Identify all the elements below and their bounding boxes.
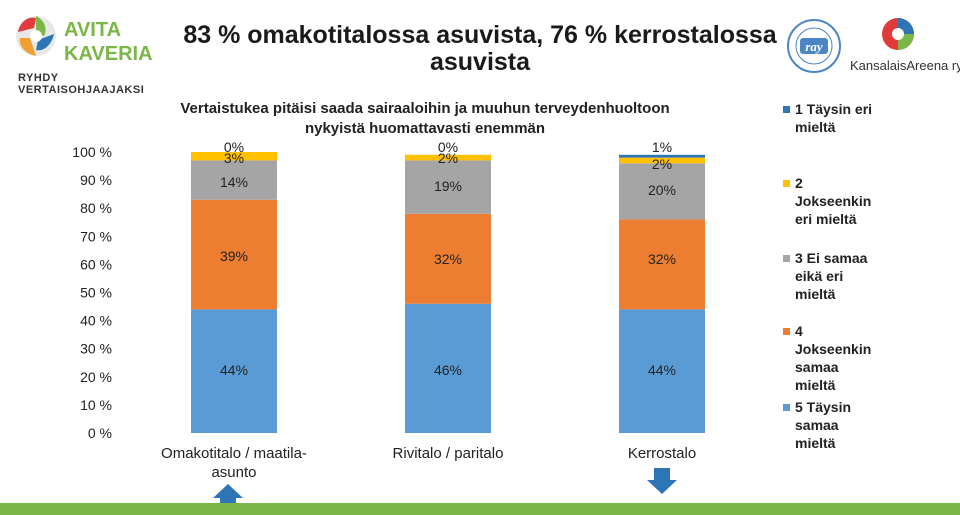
svg-text:AVITA: AVITA [64,19,121,41]
data-label: 2% [438,150,458,166]
bar-segment [405,213,491,304]
legend-swatch [783,404,790,411]
data-label: 0% [438,139,458,155]
data-label: 3% [224,150,244,166]
legend-swatch [783,180,790,187]
data-label: 44% [648,362,676,378]
kansalaisareena-text: KansalaisAreena ry [850,58,960,73]
x-category-label: Kerrostalo [628,445,696,462]
legend-label: mieltä [795,119,836,135]
y-tick-label: 40 % [80,313,112,329]
kansalaisareena-emblem-icon [882,18,914,50]
svg-text:KAVERIA: KAVERIA [64,43,153,65]
avita-kaveria-emblem-icon: AVITA KAVERIA [16,16,153,65]
bar-segment [191,152,277,161]
chart-title-line-2: nykyistä huomattavasti enemmän [305,120,545,137]
legend-label: Jokseenkin [795,341,871,357]
avita-kaveria-logo: AVITA KAVERIA RYHDY VERTAISOHJAAJAKSI [14,10,164,96]
legend-label: 3 Ei samaa [795,250,868,266]
legend-label: samaa [795,359,839,375]
legend-label: 2 [795,175,803,191]
x-category-label: Rivitalo / paritalo [393,445,504,462]
data-labels-group: 44%39%14%3%0%46%32%19%2%0%44%32%20%2%1% [220,139,676,378]
footer-band [0,503,960,515]
bar-segment [191,160,277,200]
ray-logo: ray [786,18,842,74]
legend-swatch [783,328,790,335]
legend: 1 Täysin eri mieltä 2 Jokseenkin eri mieltä 3… [783,101,872,451]
down-arrow-icon [647,468,677,494]
bar-segment [619,219,705,310]
x-category-label: asunto [211,464,256,481]
data-label: 20% [648,182,676,198]
data-label: 46% [434,362,462,378]
y-tick-label: 50 % [80,285,112,301]
legend-label: mieltä [795,435,836,451]
bar-segment [405,154,491,161]
data-label: 32% [434,251,462,267]
data-label: 44% [220,362,248,378]
chart-title-line-1: Vertaistukea pitäisi saada sairaaloihin … [180,100,669,117]
data-label: 39% [220,248,248,264]
legend-swatch [783,106,790,113]
y-axis: 0 % 10 % 20 % 30 % 40 % 50 % 60 % 70 % 80 % 90 % 1… [72,144,112,441]
bars-group [191,152,705,433]
bar-segment [405,303,491,433]
data-label: 1% [652,139,672,155]
data-label: 14% [220,174,248,190]
legend-label: 1 Täysin eri [795,101,872,117]
legend-label: 5 Täysin [795,399,851,415]
chart-title-group: Vertaistukea pitäisi saada sairaaloihin … [180,100,669,137]
data-label: 19% [434,178,462,194]
legend-label: mieltä [795,286,836,302]
y-tick-label: 0 % [88,425,112,441]
legend-label: samaa [795,417,839,433]
bar-segment [619,157,705,164]
bar-segment [619,154,705,158]
left-logo-tagline: RYHDY VERTAISOHJAAJAKSI [18,72,145,96]
y-tick-label: 70 % [80,228,112,244]
ray-seal-icon: ray [787,19,841,73]
kansalaisareena-logo: KansalaisAreena ry [850,16,960,76]
bar-segment [619,309,705,433]
legend-label: Jokseenkin [795,193,871,209]
y-tick-label: 100 % [72,144,112,160]
legend-label: eri mieltä [795,211,857,227]
legend-label: eikä eri [795,268,843,284]
y-tick-label: 20 % [80,369,112,385]
legend-swatch [783,255,790,262]
y-tick-label: 80 % [80,200,112,216]
y-tick-label: 60 % [80,256,112,272]
x-axis-categories: Omakotitalo / maatila-asunto Rivitalo / p… [161,445,696,481]
svg-text:ray: ray [805,39,823,54]
bar-segment [191,199,277,310]
bar-segment [619,163,705,220]
legend-label: mieltä [795,377,836,393]
slide-title: 83 % omakotitalossa asuvista, 76 % kerro… [183,21,777,76]
legend-label: 4 [795,323,803,339]
y-tick-label: 90 % [80,172,112,188]
bar-segment [191,309,277,433]
y-tick-label: 10 % [80,397,112,413]
x-category-label: Omakotitalo / maatila- [161,445,307,462]
bar-segment [405,160,491,214]
data-label: 32% [648,251,676,267]
data-label: 2% [652,156,672,172]
data-label: 0% [224,139,244,155]
y-tick-label: 30 % [80,341,112,357]
